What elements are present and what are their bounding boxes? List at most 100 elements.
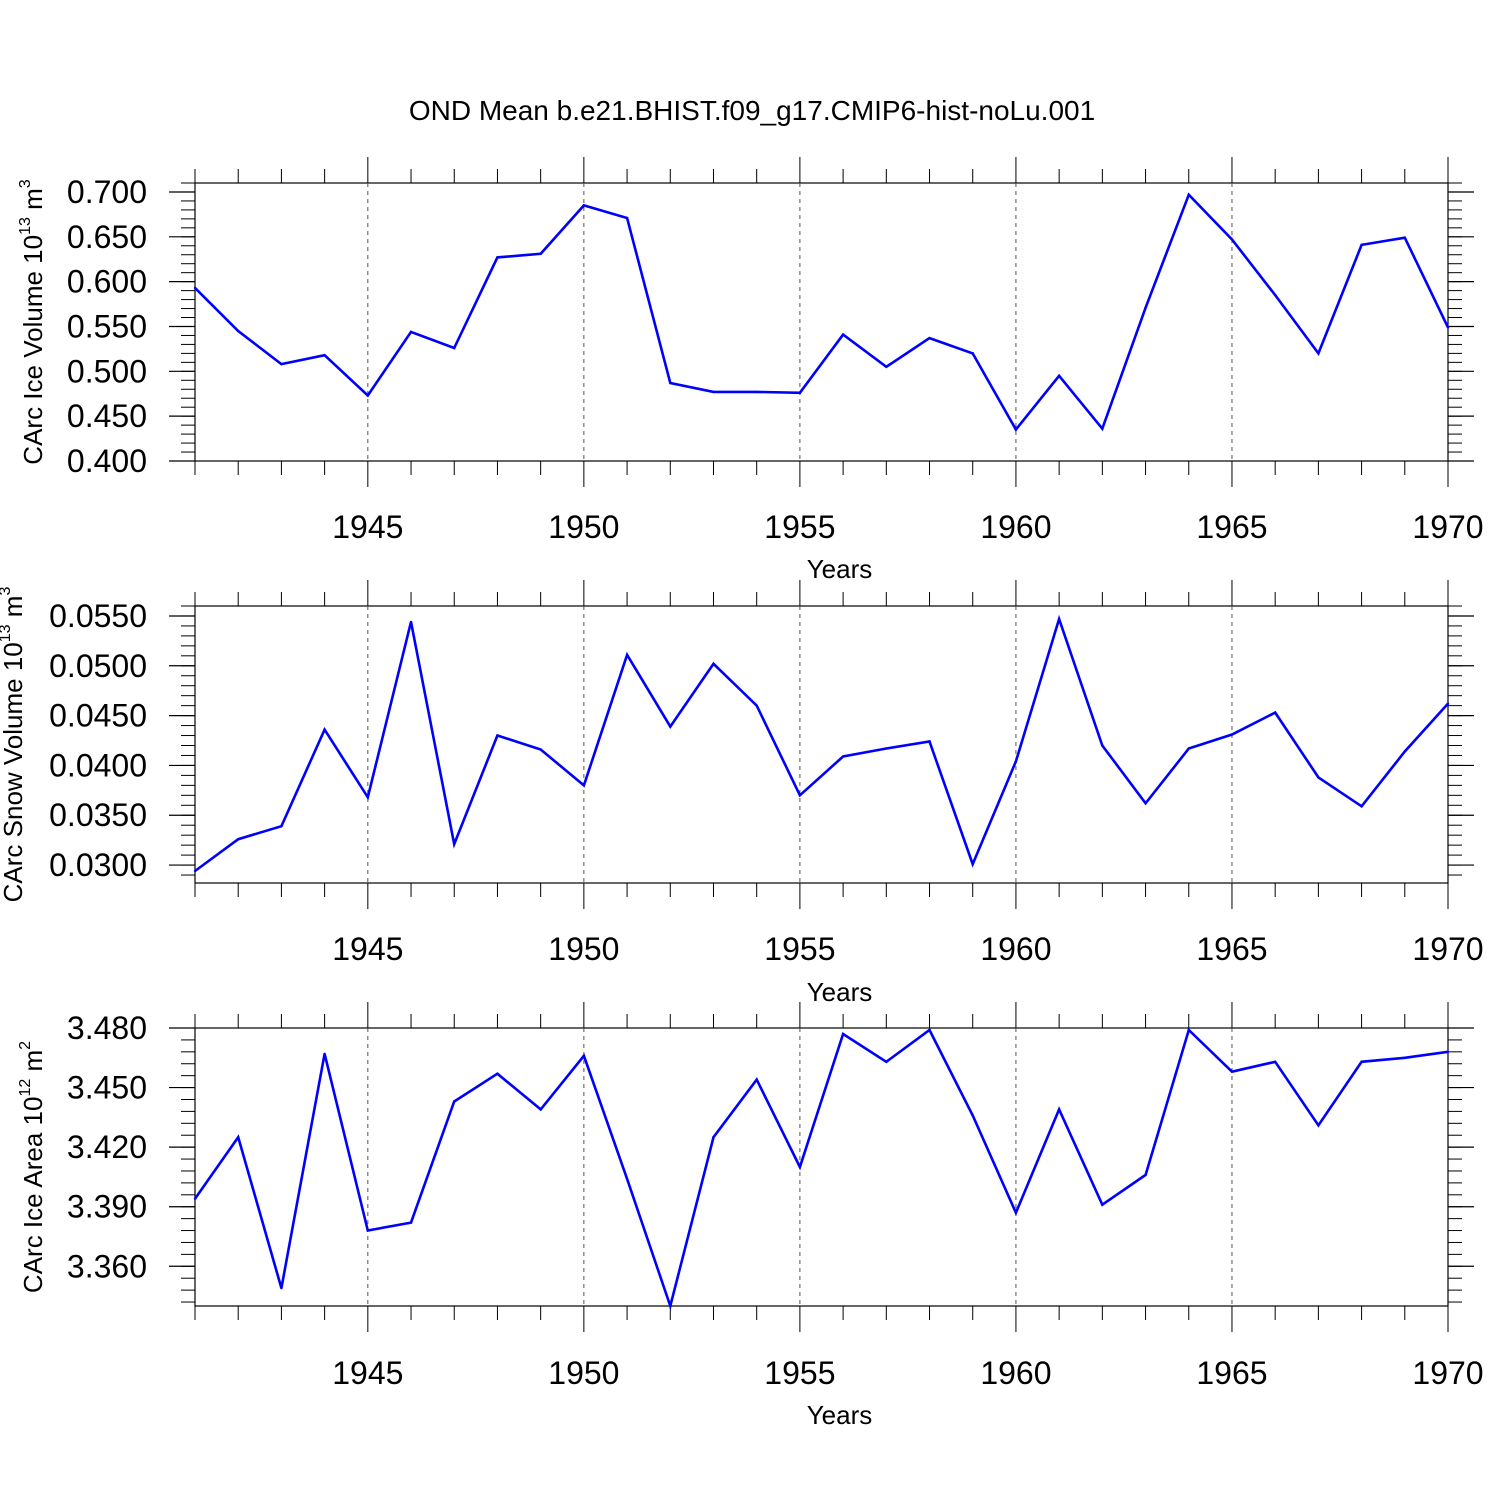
data-point [366, 394, 370, 397]
data-point [1230, 1070, 1234, 1073]
x-tick-label: 1950 [548, 931, 619, 967]
y-axis-label: CArc Snow Volume 1013 m3 [0, 587, 28, 903]
panels: 1945 1950 1955 1960 1965 1970 Years 0.400 0.450 0… [0, 157, 1484, 1430]
data-point [539, 252, 542, 256]
data-point [885, 1060, 888, 1063]
data-point [409, 330, 413, 334]
data-point [1144, 802, 1147, 805]
data-point [193, 286, 197, 290]
data-point [755, 390, 758, 394]
data-point [841, 333, 845, 336]
data-point [409, 1221, 413, 1224]
plot-frame [194, 605, 1449, 884]
data-point [885, 365, 888, 369]
x-axis-label: Years [807, 554, 873, 584]
data-point [496, 734, 499, 737]
y-tick-label: 3.450 [67, 1070, 147, 1106]
x-axis-label: Years [807, 1400, 873, 1430]
x-axis-label: Years [807, 977, 873, 1007]
y-tick-label: 0.500 [67, 353, 147, 389]
data-point [237, 837, 240, 841]
data-point [1360, 805, 1363, 808]
x-tick-label: 1960 [980, 931, 1051, 967]
y-axis-label-text: CArc Ice Area 10 [18, 1097, 48, 1294]
y-axis-label: CArc Ice Area 1012 m2 [17, 1041, 48, 1293]
x-tick-label: 1950 [548, 1355, 619, 1391]
y-tick-label: 0.400 [67, 443, 147, 479]
x-tick-label: 1945 [332, 931, 403, 967]
data-point [323, 728, 326, 731]
data-point [971, 1114, 974, 1117]
y-axis-label-exponent: 13 [0, 624, 14, 642]
data-point [1101, 744, 1104, 747]
data-point [712, 390, 715, 394]
data-point [798, 1165, 802, 1169]
y-tick-label: 0.0350 [49, 797, 147, 833]
panel-3: 1945 1950 1955 1960 1965 1970 Years 3.360 3.390 3… [17, 1002, 1484, 1430]
data-point [582, 204, 586, 207]
data-point [755, 1078, 758, 1081]
y-tick-label: 0.550 [67, 308, 147, 344]
data-point [1403, 750, 1406, 753]
data-point [971, 352, 974, 355]
y-tick-label: 3.480 [67, 1010, 147, 1046]
data-point [323, 1052, 326, 1056]
data-point [280, 1286, 283, 1290]
data-point [1144, 1173, 1147, 1177]
data-point [496, 256, 499, 259]
data-point [1144, 306, 1147, 309]
x-tick-label: 1945 [332, 509, 403, 545]
data-point [1101, 1203, 1104, 1206]
data-point [1446, 326, 1450, 329]
data-point [841, 1032, 845, 1036]
data-point [885, 747, 888, 750]
x-tick-label: 1960 [980, 1355, 1051, 1391]
data-point [1317, 352, 1320, 355]
data-point [323, 353, 326, 357]
data-point [625, 1177, 629, 1181]
y-axis-label-unit-exponent: 3 [17, 179, 34, 188]
data-point [539, 1108, 542, 1111]
data-point [1230, 238, 1234, 241]
data-point [1273, 293, 1277, 297]
data-point [625, 653, 629, 657]
series-line-carc-snow-volume [194, 614, 1449, 873]
plot-frame [194, 1027, 1449, 1307]
x-tick-label: 1955 [764, 509, 835, 545]
y-tick-label: 0.0450 [49, 698, 147, 734]
series-line-carc-ice-area [193, 1027, 1449, 1311]
data-point [798, 794, 802, 797]
data-point [1317, 1124, 1320, 1127]
y-tick-label: 0.0300 [49, 847, 147, 883]
data-point [582, 784, 586, 787]
data-point [669, 1304, 672, 1308]
data-point [625, 216, 629, 220]
data-point [1057, 374, 1061, 378]
y-axis-label-unit-exponent: 2 [17, 1041, 34, 1050]
y-tick-label: 3.390 [67, 1189, 147, 1225]
data-point [1057, 1108, 1061, 1111]
y-axis-label-unit: m [18, 1050, 48, 1079]
y-axis-label-unit-exponent: 3 [0, 587, 14, 596]
data-point [928, 336, 931, 340]
data-point [409, 620, 413, 624]
data-point [193, 1197, 197, 1200]
x-tick-label: 1970 [1412, 509, 1483, 545]
y-tick-label: 3.360 [67, 1248, 147, 1284]
x-tick-label: 1965 [1196, 931, 1267, 967]
data-point [280, 362, 283, 366]
data-point [237, 329, 240, 333]
data-point [193, 869, 197, 873]
x-tick-label: 1950 [548, 509, 619, 545]
data-point [1403, 1056, 1406, 1059]
data-point [1187, 747, 1190, 750]
data-point [280, 825, 283, 828]
data-point [582, 1054, 586, 1058]
x-tick-label: 1970 [1412, 931, 1483, 967]
y-axis-label-exponent: 13 [17, 217, 34, 235]
data-point [669, 381, 672, 385]
plot-frame [194, 182, 1449, 462]
data-point [712, 662, 715, 665]
